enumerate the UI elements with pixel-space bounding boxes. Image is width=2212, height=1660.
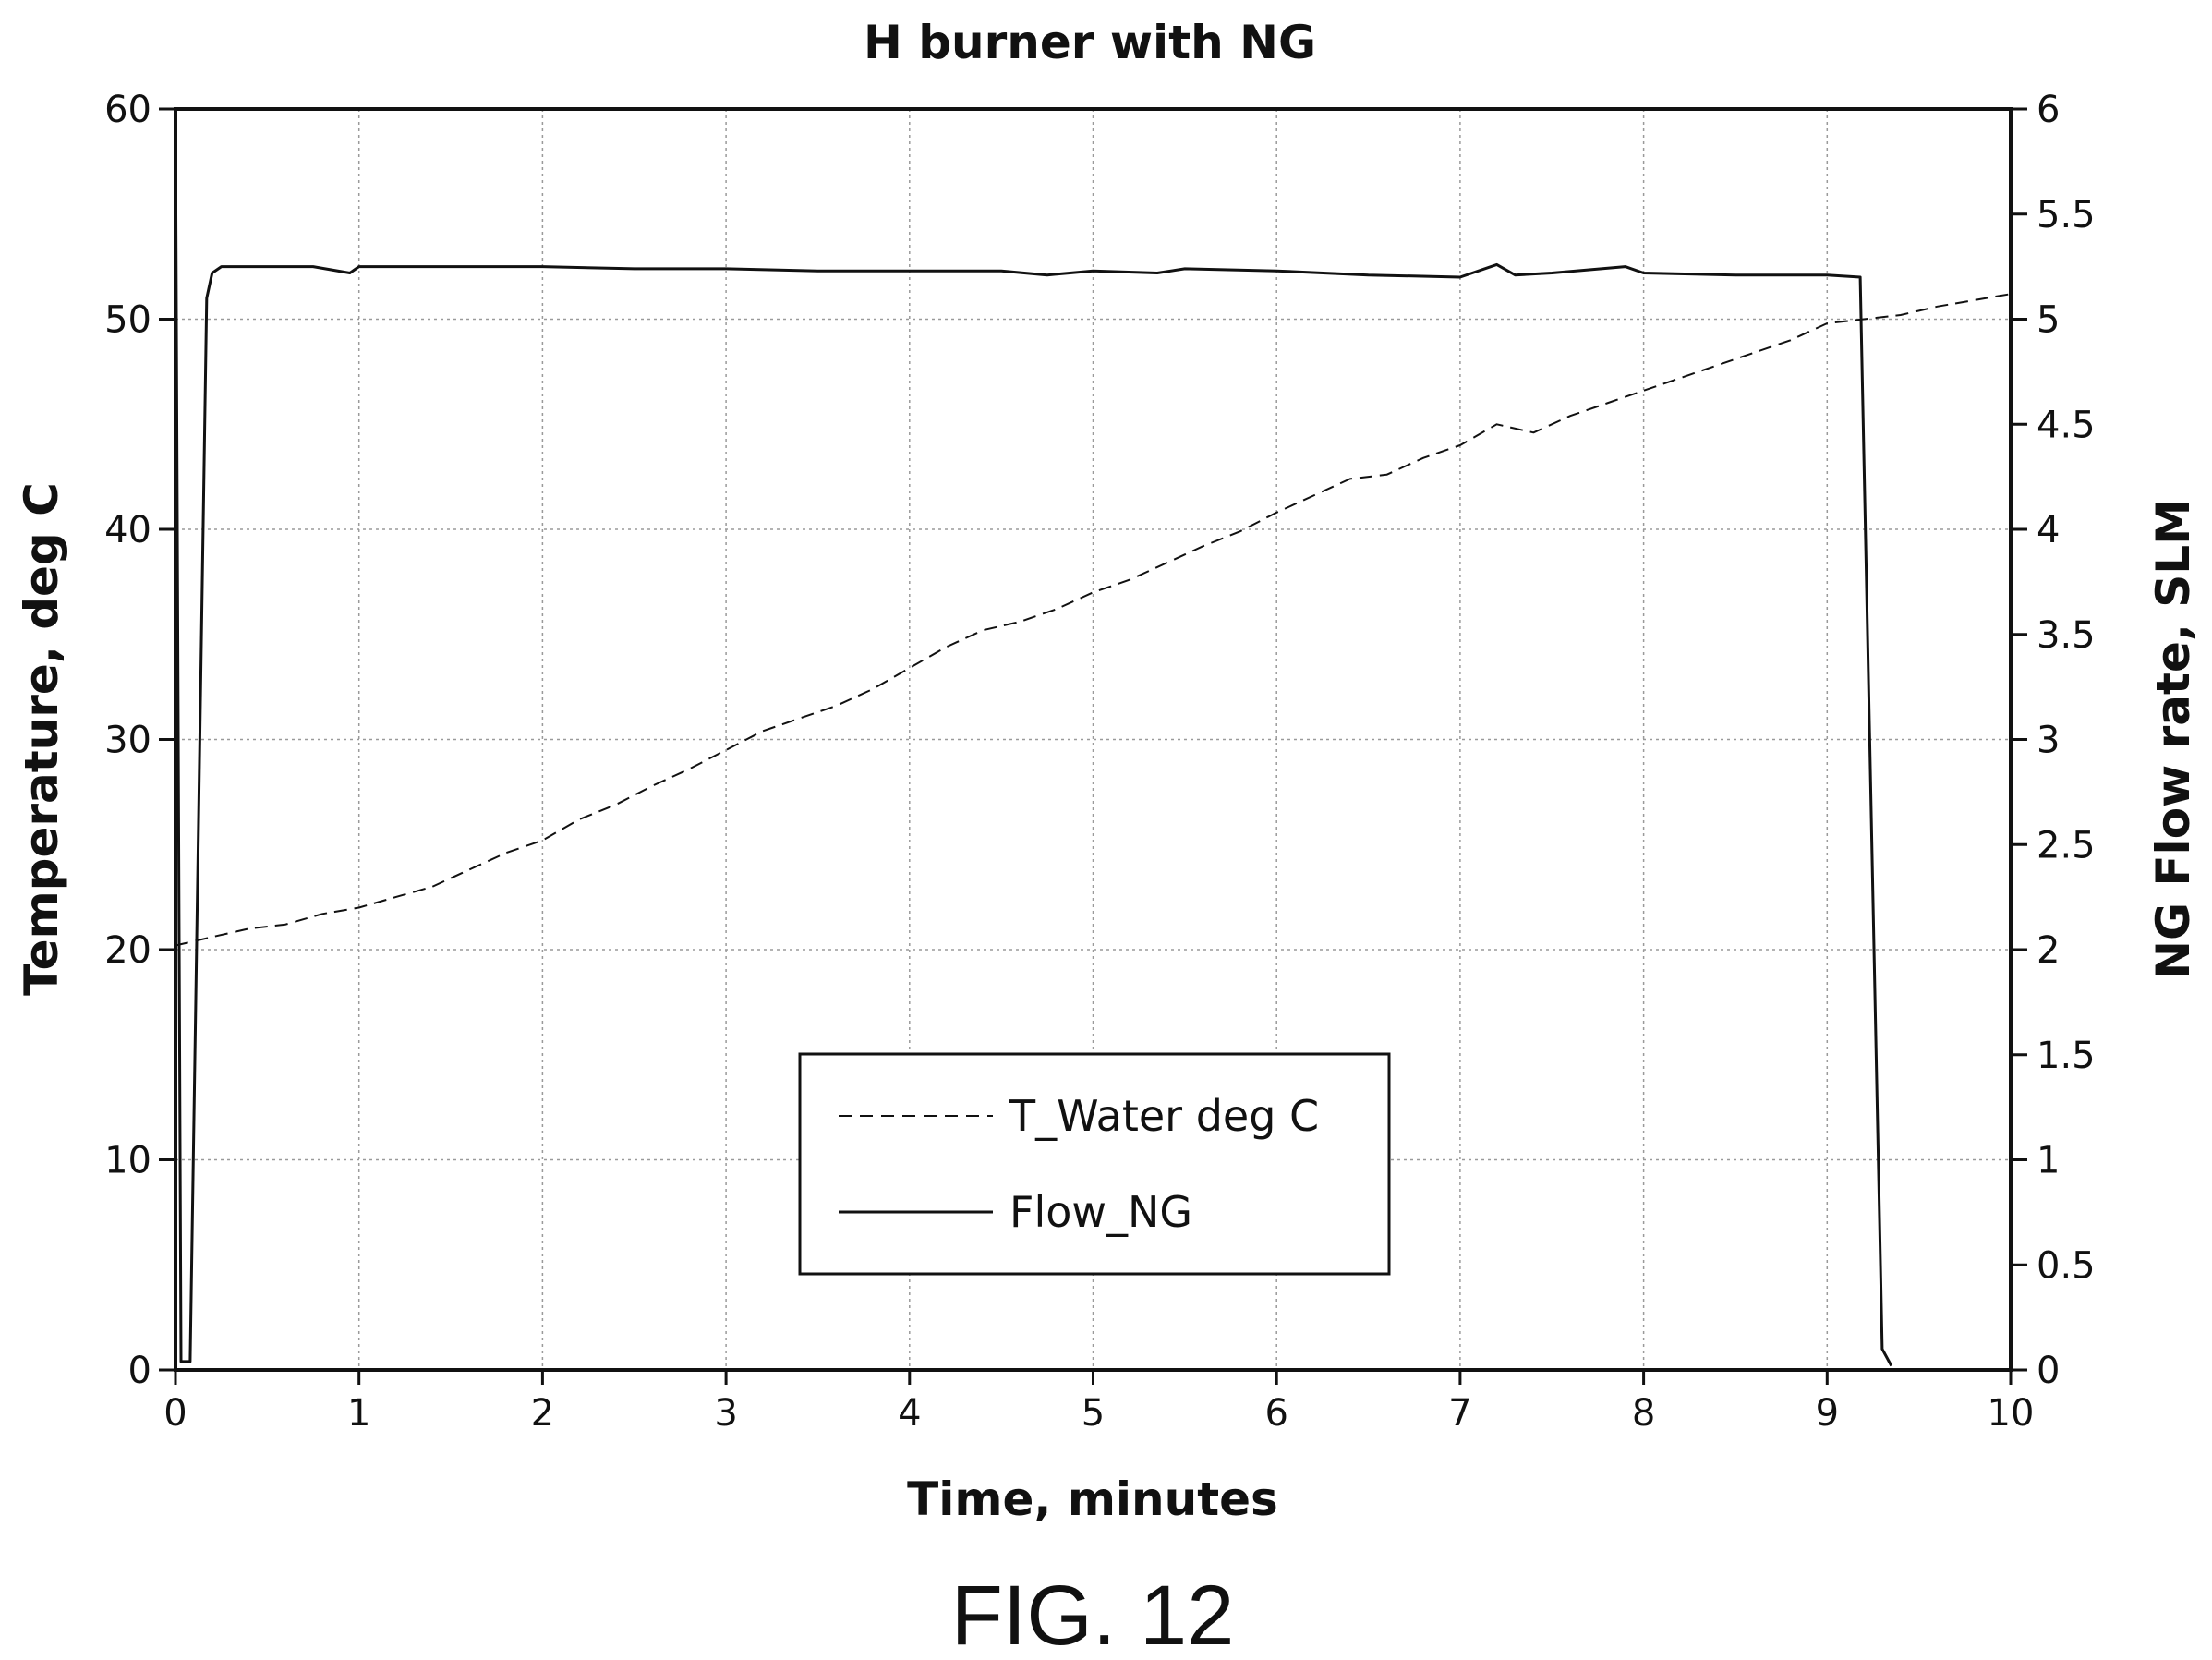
right-tick-label: 2	[2037, 929, 2060, 972]
x-tick-label: 6	[1264, 1392, 1287, 1435]
chart-title: H burner with NG	[864, 16, 1316, 69]
right-tick-label: 5.5	[2037, 194, 2096, 236]
left-tick-label: 10	[104, 1140, 151, 1182]
left-tick-label: 40	[104, 509, 151, 551]
right-tick-label: 1	[2037, 1140, 2060, 1182]
right-tick-label: 0.5	[2037, 1244, 2096, 1287]
right-tick-label: 3.5	[2037, 614, 2096, 657]
plot-frame	[174, 107, 2013, 1372]
legend: T_Water deg C Flow_NG	[798, 1052, 1391, 1276]
x-tick-label: 4	[898, 1392, 921, 1435]
series-layer	[174, 108, 2012, 1367]
x-tick-label: 2	[531, 1392, 554, 1435]
series-line-flow-ng	[174, 108, 1893, 1367]
legend-label-t-water: T_Water deg C	[1009, 1091, 1319, 1141]
left-tick-label: 20	[104, 929, 151, 972]
figure-label: FIG. 12	[951, 1569, 1235, 1660]
right-axis-ticks: 0 0.5 1 1.5 2 2.5 3 3.5 4 4.5 5 5.5 6	[2011, 89, 2096, 1392]
x-axis-ticks: 0 1 2 3 4 5 6 7 8 9 10	[163, 1370, 2034, 1435]
right-tick-label: 1.5	[2037, 1035, 2096, 1077]
right-tick-label: 3	[2037, 720, 2060, 762]
left-tick-label: 50	[104, 299, 151, 342]
x-tick-label: 3	[714, 1392, 737, 1435]
right-axis-label: NG Flow rate, SLM	[2146, 499, 2200, 979]
grid	[175, 109, 2011, 1370]
legend-box	[798, 1052, 1391, 1276]
right-tick-label: 2.5	[2037, 824, 2096, 866]
right-tick-label: 4	[2037, 509, 2060, 551]
right-tick-label: 4.5	[2037, 404, 2096, 446]
x-tick-label: 1	[347, 1392, 370, 1435]
x-tick-label: 9	[1816, 1392, 1839, 1435]
left-tick-label: 60	[104, 89, 151, 131]
left-axis-label: Temperature, deg C	[15, 482, 68, 996]
legend-label-flow-ng: Flow_NG	[1009, 1187, 1192, 1237]
x-axis-label: Time, minutes	[907, 1472, 1278, 1526]
right-tick-label: 6	[2037, 89, 2060, 131]
x-tick-label: 5	[1082, 1392, 1105, 1435]
right-tick-label: 0	[2037, 1350, 2060, 1392]
x-tick-label: 10	[1988, 1392, 2035, 1435]
left-tick-label: 30	[104, 720, 151, 762]
x-tick-label: 0	[163, 1392, 187, 1435]
x-tick-label: 7	[1448, 1392, 1471, 1435]
series-line-t-water	[175, 293, 2012, 947]
left-axis-ticks: 0 10 20 30 40 50 60	[104, 89, 175, 1392]
left-tick-label: 0	[128, 1350, 151, 1392]
right-tick-label: 5	[2037, 299, 2060, 342]
x-tick-label: 8	[1632, 1392, 1655, 1435]
